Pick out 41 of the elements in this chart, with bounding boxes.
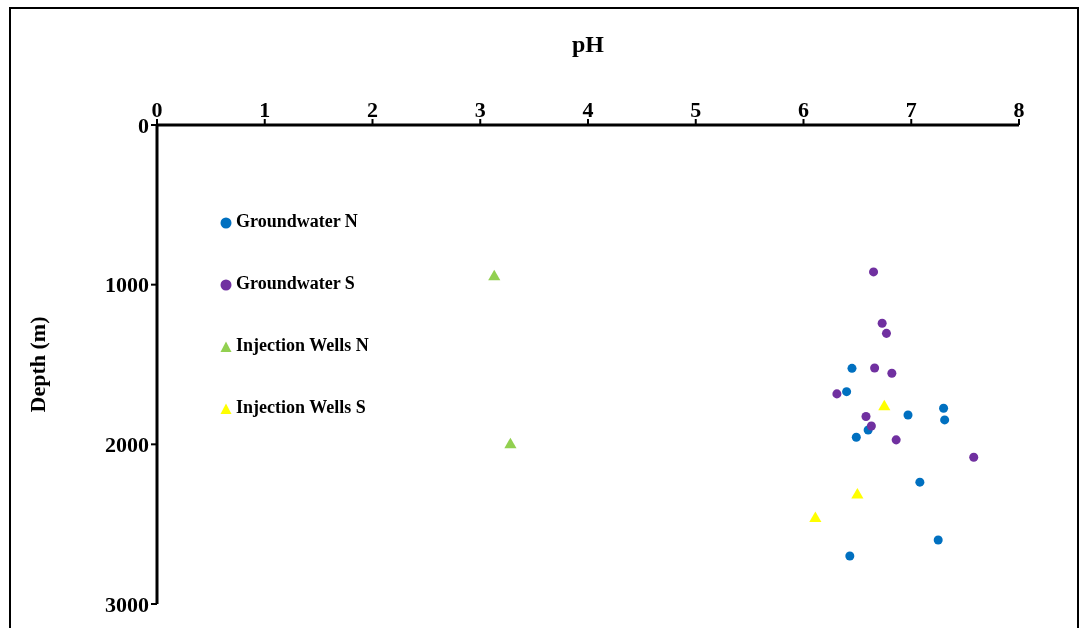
point	[903, 410, 913, 420]
point	[851, 487, 864, 499]
x-tick-label: 3	[474, 97, 486, 122]
point	[842, 387, 852, 397]
point	[887, 368, 897, 378]
point	[809, 511, 822, 523]
legend-label: Groundwater N	[236, 211, 358, 231]
y-tick-label: 3000	[105, 591, 149, 617]
point	[866, 421, 876, 431]
x-tick-label: 6	[798, 97, 809, 122]
point	[878, 399, 891, 411]
point	[861, 412, 871, 422]
legend-label: Groundwater S	[236, 273, 355, 293]
point	[939, 403, 949, 413]
x-tick-label: 1	[259, 97, 271, 122]
y-axis-title: Depth (m)	[24, 316, 50, 413]
point	[877, 318, 887, 328]
point	[504, 437, 517, 449]
point	[969, 452, 979, 462]
point	[940, 415, 950, 425]
legend-label: Injection Wells S	[236, 397, 366, 417]
x-axis-title: pH	[571, 31, 605, 58]
x-tick-label: 5	[690, 97, 702, 122]
x-tick-label: 7	[905, 97, 917, 122]
point	[869, 267, 879, 277]
y-tick-label: 2000	[105, 432, 149, 458]
x-tick-label: 8	[1013, 97, 1025, 122]
point	[488, 269, 501, 281]
point	[870, 363, 880, 373]
point	[851, 432, 861, 442]
point	[847, 363, 857, 373]
point	[915, 477, 925, 487]
legend-label: Injection Wells N	[236, 335, 369, 355]
point	[845, 551, 855, 561]
point	[933, 535, 943, 545]
point	[832, 389, 842, 399]
x-tick-label: 4	[582, 97, 594, 122]
x-tick-label: 2	[367, 97, 378, 122]
y-tick-label: 1000	[105, 272, 149, 298]
point	[881, 328, 891, 338]
point	[891, 435, 901, 445]
